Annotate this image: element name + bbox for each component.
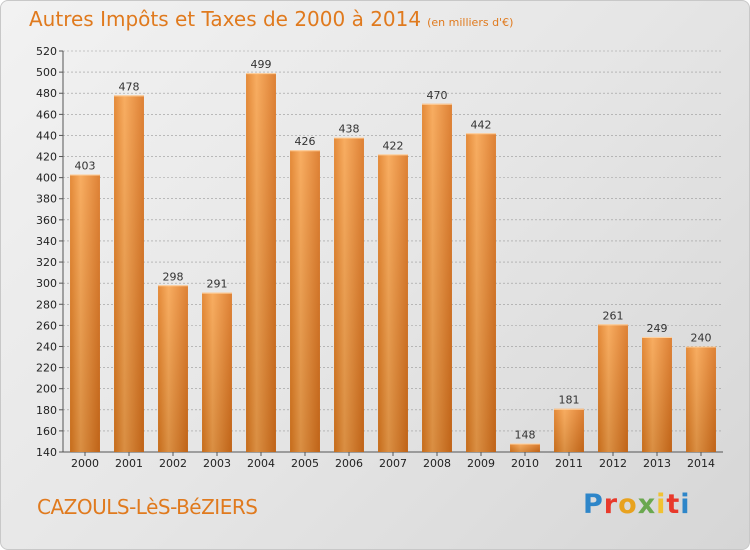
axes: 140 160 180 200 220 240 260 280 300 320 340 360 380 4… [36,45,723,459]
value-label-2006: 438 [339,123,360,136]
value-label-2007: 422 [383,139,404,152]
x-tick-label-2009: 2009 [467,457,495,470]
logo-letter: i [656,489,667,520]
y-tick-label: 220 [36,362,57,375]
bar-shade-2013 [642,336,672,452]
proxiti-logo[interactable]: Proxiti [583,489,691,520]
value-label-2005: 426 [295,135,316,148]
value-label-2011: 181 [559,394,580,407]
y-tick-label: 460 [36,108,57,121]
y-tick-label: 500 [36,66,57,79]
bar-shade-2005 [290,150,320,452]
y-tick-label: 380 [36,193,57,206]
y-tick-label: 420 [36,151,57,164]
x-tick-label-2014: 2014 [687,457,715,470]
y-tick-label: 400 [36,172,57,185]
y-tick-label: 160 [36,425,57,438]
bar-shade-2010 [510,443,540,452]
value-label-2008: 470 [427,89,448,102]
x-tick-label-2010: 2010 [511,457,539,470]
logo-letter: t [666,489,681,520]
bar-shade-2007 [378,154,408,453]
value-label-2000: 403 [75,159,96,172]
value-label-2004: 499 [251,58,272,71]
labels: 403 2000 478 2001 298 2002 291 2003 499 2004 426 20… [71,58,715,470]
value-label-2013: 249 [647,322,668,335]
bar-shade-2009 [466,133,496,452]
x-tick-label-2002: 2002 [159,457,187,470]
x-tick-label-2003: 2003 [203,457,231,470]
x-tick-label-2011: 2011 [555,457,583,470]
bar-shade-2000 [70,174,100,452]
value-label-2012: 261 [603,309,624,322]
y-tick-label: 200 [36,383,57,396]
bar-shade-2011 [554,408,584,452]
x-tick-label-2007: 2007 [379,457,407,470]
x-tick-label-2012: 2012 [599,457,627,470]
logo-letter: o [618,489,638,520]
logo-letter: i [680,489,691,520]
x-tick-label-2001: 2001 [115,457,143,470]
x-tick-label-2000: 2000 [71,457,99,470]
y-tick-label: 480 [36,87,57,100]
bar-shade-2012 [598,324,628,452]
y-tick-label: 360 [36,214,57,227]
town-name: CAZOULS-LèS-BéZIERS [37,495,258,519]
x-tick-label-2006: 2006 [335,457,363,470]
value-label-2010: 148 [515,429,536,442]
bar-shade-2003 [202,292,232,452]
unit-note: (en milliers d'€) [427,16,514,29]
y-tick-label: 440 [36,129,57,142]
value-label-2009: 442 [471,118,492,131]
bars [70,73,716,453]
value-label-2002: 298 [163,270,184,283]
y-tick-label: 280 [36,298,57,311]
bar-shade-2006 [334,137,364,452]
bar-shade-2004 [246,73,276,453]
y-tick-label: 260 [36,319,57,332]
logo-letter: P [583,489,604,520]
logo-letter: x [637,489,657,520]
logo-letter: r [603,489,619,520]
y-tick-label: 300 [36,277,57,290]
chart-title: Autres Impôts et Taxes de 2000 à 2014 (en… [29,7,513,31]
y-tick-label: 340 [36,235,57,248]
bar-shade-2001 [114,95,144,453]
bar-shade-2014 [686,346,716,452]
x-tick-label-2005: 2005 [291,457,319,470]
y-tick-label: 140 [36,446,57,459]
bar-shade-2002 [158,285,188,452]
title-text: Autres Impôts et Taxes de 2000 à 2014 [29,7,422,31]
x-tick-label-2004: 2004 [247,457,275,470]
bar-shade-2008 [422,103,452,453]
y-tick-label: 520 [36,45,57,58]
y-tick-label: 320 [36,256,57,269]
y-tick-label: 180 [36,404,57,417]
value-label-2003: 291 [207,278,228,291]
value-label-2001: 478 [119,80,140,93]
x-tick-label-2013: 2013 [643,457,671,470]
y-tick-label: 240 [36,340,57,353]
value-label-2014: 240 [691,331,712,344]
x-tick-label-2008: 2008 [423,457,451,470]
